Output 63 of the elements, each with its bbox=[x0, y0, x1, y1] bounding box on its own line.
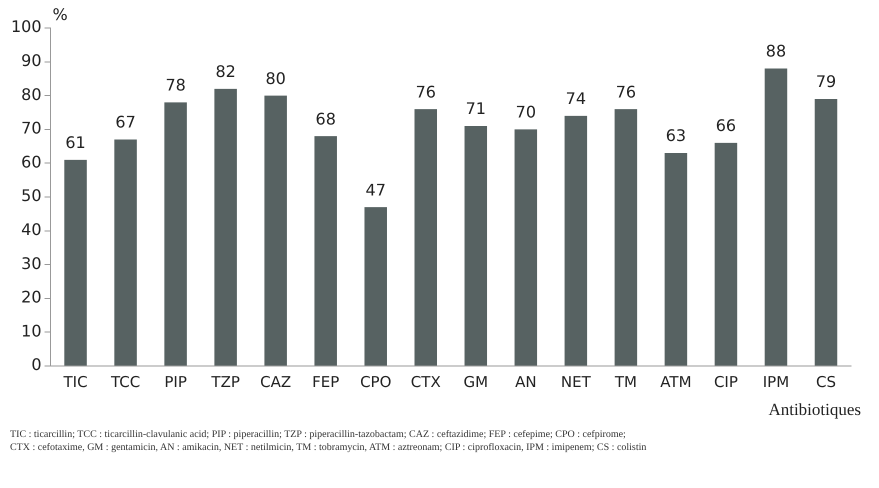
x-tick-label: TZP bbox=[210, 372, 240, 391]
y-axis-title: % bbox=[52, 5, 68, 24]
text: TIC : ticarcillin; TCC : ticarcillin-clavulanic acid; PIP : piperacillin; TZP : piperacillin-tazobactam; CAZ : ceftazidime; FEP : cefepime; CPO : cefpirome; bbox=[10, 428, 627, 441]
data-label: 76 bbox=[616, 82, 636, 102]
bar bbox=[514, 129, 538, 366]
x-tick-label: ATM bbox=[660, 372, 692, 391]
bar bbox=[114, 140, 137, 366]
bar bbox=[64, 160, 87, 366]
data-label: 88 bbox=[766, 42, 786, 61]
x-tick-label: IPM bbox=[762, 372, 790, 391]
data-label: 66 bbox=[716, 116, 736, 136]
data-label: 70 bbox=[516, 102, 536, 122]
x-tick-label: CPO bbox=[360, 372, 392, 391]
bar bbox=[314, 136, 337, 366]
data-label: 82 bbox=[215, 62, 236, 81]
y-tick-label: 40 bbox=[21, 220, 42, 239]
data-label: 78 bbox=[165, 76, 186, 95]
x-tick-label: TM bbox=[614, 372, 637, 391]
x-tick-label: TCC bbox=[110, 372, 140, 391]
bar bbox=[364, 207, 387, 366]
data-label: 63 bbox=[666, 126, 686, 146]
x-tick-label: TIC bbox=[62, 372, 88, 391]
data-label: 61 bbox=[65, 132, 86, 152]
y-tick-label: 90 bbox=[21, 50, 42, 70]
data-label: 79 bbox=[816, 72, 836, 92]
x-tick-label: CTX bbox=[410, 372, 441, 391]
bar bbox=[764, 68, 788, 366]
y-tick-label: 60 bbox=[21, 152, 42, 172]
data-label: 74 bbox=[566, 89, 586, 108]
y-tick-label: 10 bbox=[21, 321, 42, 340]
bar bbox=[714, 142, 738, 366]
bar bbox=[414, 109, 438, 366]
bar bbox=[264, 96, 287, 366]
bar bbox=[164, 102, 187, 366]
bar bbox=[664, 153, 688, 366]
y-tick-label: 100 bbox=[10, 17, 42, 36]
x-tick-label: PIP bbox=[164, 372, 187, 391]
data-label: 67 bbox=[115, 112, 136, 132]
x-tick-label: GM bbox=[463, 372, 488, 391]
x-tick-label: CIP bbox=[714, 372, 738, 391]
bar bbox=[814, 98, 838, 366]
bar bbox=[564, 116, 588, 366]
y-tick-label: 0 bbox=[31, 355, 42, 374]
text: CTX : cefotaxime, GM : gentamicin, AN : amikacin, NET : netilmicin, TM : tobramycin, ATM : aztreonam; CIP : ciprofloxacin, IPM : imipenem; CS : colistin bbox=[10, 441, 648, 454]
x-axis-title: Antibiotiques bbox=[768, 400, 861, 419]
data-label: 68 bbox=[316, 109, 336, 128]
x-tick-label: NET bbox=[560, 372, 592, 391]
x-tick-label: AN bbox=[515, 372, 537, 391]
x-tick-label: FEP bbox=[312, 372, 340, 391]
data-label: 47 bbox=[366, 180, 386, 200]
bar bbox=[214, 88, 237, 366]
y-tick-label: 50 bbox=[21, 186, 42, 206]
y-tick-label: 70 bbox=[21, 118, 42, 138]
x-tick-label: CS bbox=[816, 372, 836, 391]
bar bbox=[464, 126, 488, 366]
y-tick-label: 20 bbox=[21, 288, 42, 307]
data-label: 71 bbox=[466, 99, 486, 118]
x-tick-label: CAZ bbox=[260, 372, 292, 391]
y-tick-label: 30 bbox=[21, 254, 42, 273]
y-tick-label: 80 bbox=[21, 84, 42, 104]
data-label: 80 bbox=[265, 68, 286, 88]
bar bbox=[614, 109, 638, 366]
data-label: 76 bbox=[416, 82, 436, 102]
